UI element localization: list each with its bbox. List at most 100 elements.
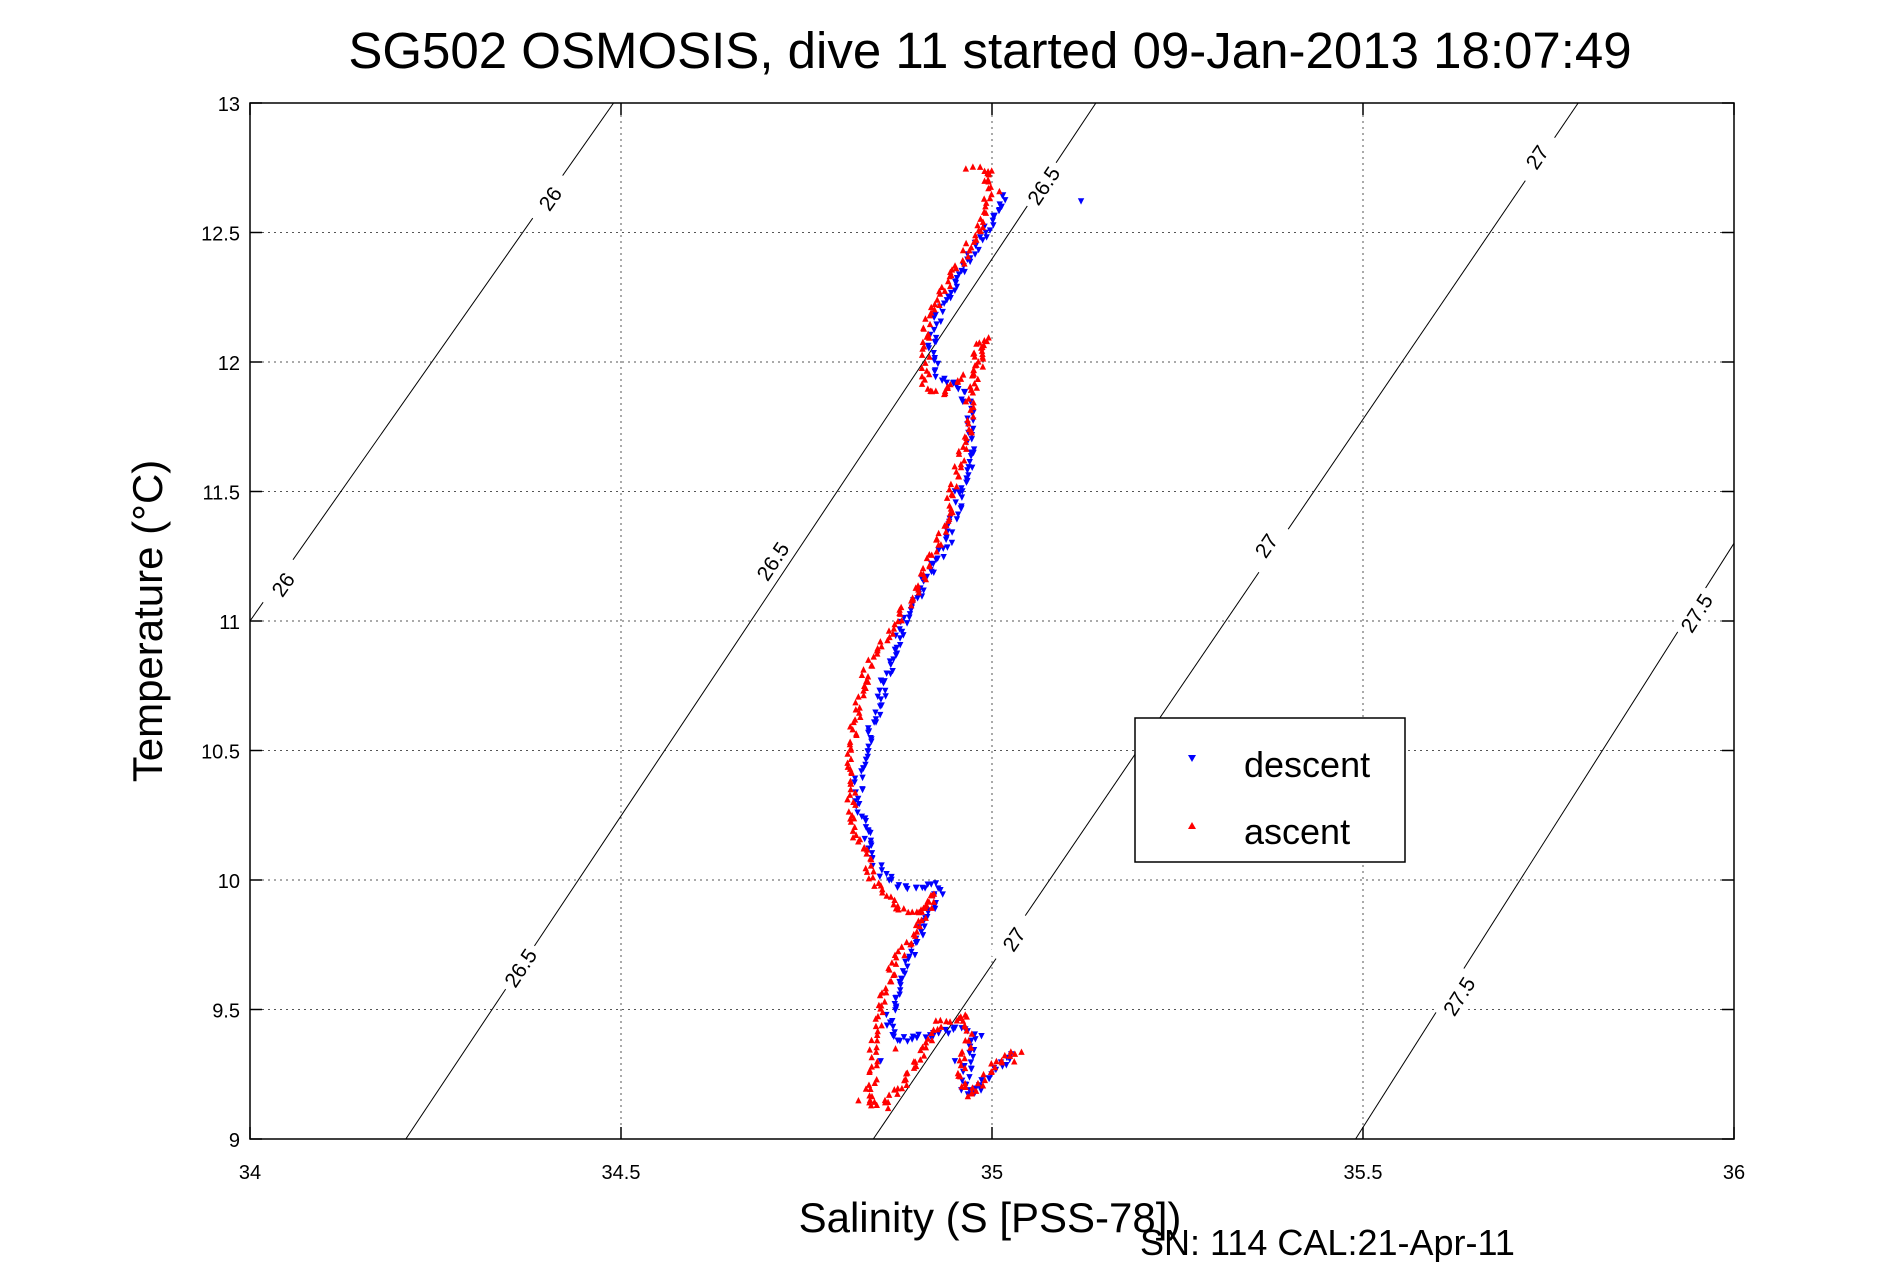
ascent-point (871, 1079, 878, 1087)
ascent-point (912, 584, 919, 591)
legend-label-ascent: ascent (1244, 811, 1350, 852)
descent-point (925, 345, 933, 352)
descent-point (877, 696, 885, 703)
descent-point (896, 1037, 904, 1045)
descent-point (912, 939, 920, 947)
ascent-point (964, 253, 972, 260)
ascent-point (985, 184, 992, 192)
ascent-point (892, 1045, 899, 1052)
ascent-point (866, 1092, 873, 1099)
ascent-point (949, 491, 957, 499)
ascent-point (936, 290, 944, 297)
ascent-point (953, 483, 960, 490)
ascent-point (947, 380, 954, 388)
descent-point (989, 217, 997, 225)
ascent-point (860, 687, 867, 694)
ascent-point (922, 1038, 930, 1046)
descent-point (903, 620, 911, 627)
descent-point (918, 928, 925, 936)
ascent-point (876, 991, 884, 999)
ascent-point (912, 1062, 920, 1070)
descent-point (907, 606, 915, 614)
ascent-point (872, 1022, 880, 1030)
ascent-point (942, 528, 950, 535)
ascent-point (933, 548, 940, 555)
descent-point (930, 314, 938, 322)
ascent-point (968, 1030, 976, 1037)
ascent-point (955, 473, 963, 480)
ascent-point (955, 450, 963, 457)
ascent-point (849, 827, 857, 834)
ascent-point (844, 759, 851, 766)
legend: descent ascent (1134, 717, 1406, 863)
descent-point (889, 1023, 897, 1031)
descent-point (928, 881, 935, 888)
ascent-point (908, 597, 915, 604)
grid-lines (250, 103, 1734, 1139)
ascent-point (977, 227, 984, 235)
ascent-point (922, 575, 930, 583)
ascent-point (963, 1013, 970, 1020)
descent-point (872, 709, 879, 716)
descent-point (991, 212, 998, 220)
ascent-point (882, 984, 889, 992)
descent-point (876, 873, 884, 881)
descent-point (958, 267, 965, 275)
ascent-point (968, 427, 975, 435)
ascent-point (893, 953, 900, 961)
y-tick-label: 10 (218, 871, 240, 893)
ascent-point (904, 1069, 911, 1076)
descent-point (966, 258, 974, 266)
descent-point (889, 1032, 896, 1039)
ascent-point (930, 898, 937, 905)
ascent-point (974, 221, 981, 229)
descent-point (951, 488, 959, 495)
ascent-point (918, 908, 926, 915)
ascent-point (863, 850, 870, 857)
ascent-point (886, 977, 894, 985)
descent-point (963, 479, 970, 486)
descent-point (898, 628, 906, 636)
descent-point (891, 646, 899, 654)
ascent-point (873, 1043, 880, 1051)
legend-marker-descent (1188, 755, 1196, 762)
ascent-point (844, 750, 851, 757)
ascent-point (879, 1008, 886, 1016)
descent-point (960, 388, 968, 396)
ascent-point (985, 170, 992, 178)
ascent-point (951, 462, 958, 470)
ascent-point (988, 1060, 995, 1067)
ascent-point (882, 988, 890, 996)
descent-point (919, 932, 927, 939)
ascent-point (923, 901, 930, 908)
descent-point (934, 360, 942, 368)
descent-point (920, 587, 927, 594)
ascent-point (937, 1016, 944, 1024)
ascent-point (957, 1072, 964, 1080)
ascent-point (961, 260, 968, 267)
ascent-point (922, 1043, 930, 1051)
ascent-point (886, 966, 893, 973)
ascent-point (858, 671, 866, 678)
ascent-point (917, 570, 925, 577)
ascent-point (928, 904, 935, 911)
ascent-point (847, 746, 855, 753)
ascent-point (921, 376, 928, 383)
ascent-point (855, 693, 862, 700)
descent-point (951, 287, 959, 294)
density-contour-label-bg (524, 170, 577, 228)
ascent-point (918, 364, 926, 371)
legend-box (1134, 717, 1406, 863)
ascent-point (887, 893, 895, 900)
ascent-point (986, 194, 994, 202)
ascent-point (874, 650, 881, 657)
descent-point (922, 1034, 929, 1041)
ascent-point (877, 638, 884, 645)
ascent-point (847, 785, 854, 793)
ascent-point (868, 855, 875, 863)
descent-point (952, 499, 959, 506)
descent-point (867, 829, 874, 837)
ascent-point (993, 1057, 1000, 1065)
ascent-point (870, 867, 877, 875)
legend-label-descent: descent (1244, 744, 1370, 785)
